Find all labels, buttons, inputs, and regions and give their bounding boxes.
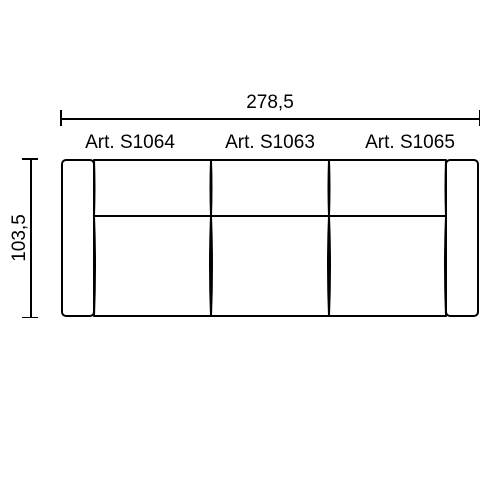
article-label: Art. S1064 (60, 132, 200, 154)
article-label: Art. S1063 (200, 132, 340, 154)
width-label: 278,5 (60, 92, 480, 114)
article-labels: Art. S1064 Art. S1063 Art. S1065 (60, 132, 480, 154)
dim-tick (22, 317, 38, 319)
article-label: Art. S1065 (340, 132, 480, 154)
sofa-topview (60, 158, 480, 318)
sofa-svg (60, 158, 480, 318)
diagram-container: 278,5 Art. S1064 Art. S1063 Art. S1065 1… (20, 110, 480, 360)
height-dimension: 103,5 (20, 158, 50, 318)
height-label: 103,5 (9, 214, 31, 262)
dim-line (60, 118, 480, 120)
